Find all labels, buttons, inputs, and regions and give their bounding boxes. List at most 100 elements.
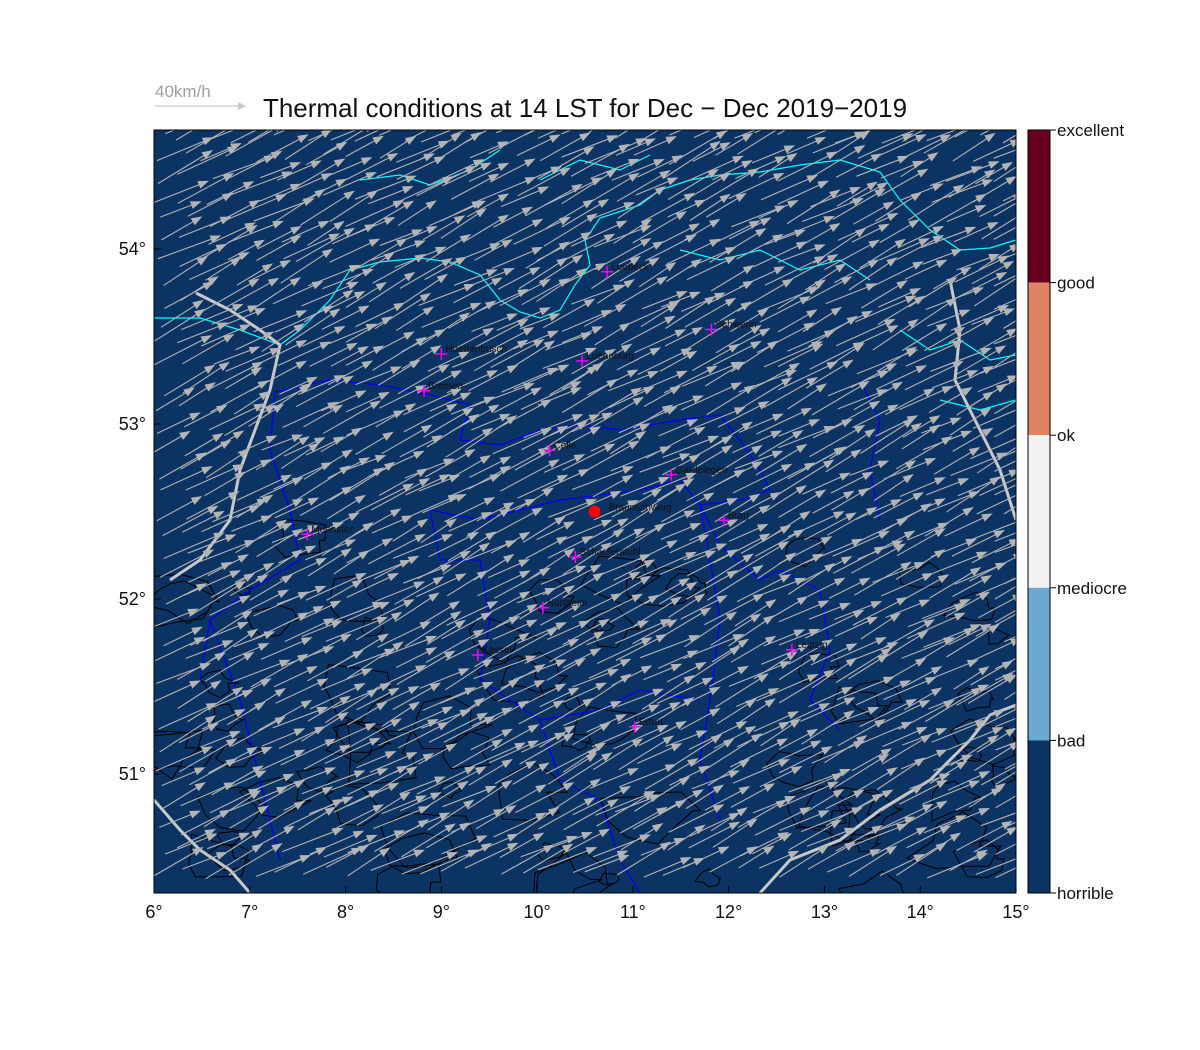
wind-arrow — [260, 638, 310, 660]
wind-arrow-head — [437, 721, 449, 731]
wind-arrow-head — [626, 369, 639, 378]
wind-arrow-head — [207, 722, 219, 732]
wind-arrow — [977, 596, 1016, 619]
wind-arrow-head — [769, 491, 782, 501]
wind-arrow — [1002, 134, 1016, 144]
wind-arrow-head — [354, 494, 367, 504]
wind-arrow — [993, 334, 1016, 345]
wind-arrow — [929, 568, 979, 599]
wind-arrow-head — [549, 134, 561, 143]
wind-arrow — [161, 768, 203, 787]
wind-arrow — [517, 623, 564, 644]
wind-arrow-head — [320, 130, 332, 139]
wind-arrow-head — [615, 220, 628, 229]
wind-arrow-head — [1008, 244, 1016, 253]
wind-arrow-head — [607, 669, 619, 677]
wind-arrow — [536, 269, 584, 302]
wind-arrow-head — [230, 257, 242, 267]
wind-arrow — [177, 174, 231, 204]
wind-arrow-head — [432, 576, 445, 586]
wind-arrow — [303, 745, 348, 770]
wind-arrow — [932, 552, 985, 574]
city-marker-cross — [536, 601, 549, 614]
wind-arrow-head — [332, 522, 344, 530]
wind-arrow-head — [981, 179, 994, 188]
wind-arrow-head — [717, 846, 730, 855]
city-label: Hoettenbusch — [445, 344, 507, 355]
wind-arrow-head — [795, 241, 808, 250]
wind-arrow-head — [332, 827, 344, 836]
wind-arrow-head — [295, 339, 308, 349]
wind-arrow-head — [917, 630, 929, 640]
x-tick-label: 15° — [1002, 902, 1029, 922]
wind-arrow — [299, 487, 350, 516]
wind-arrow-head — [853, 144, 866, 155]
wind-arrow — [993, 351, 1016, 368]
wind-arrow-head — [738, 758, 751, 768]
wind-arrow — [971, 262, 1011, 285]
wind-arrow-head — [308, 442, 320, 453]
wind-arrow — [976, 729, 1014, 753]
wind-arrow-head — [425, 635, 438, 644]
wind-arrow-head — [954, 612, 966, 621]
wind-arrow-head — [592, 572, 605, 582]
wind-arrow-head — [924, 676, 937, 685]
wind-arrow — [596, 638, 650, 664]
wind-arrow — [590, 424, 648, 452]
wind-arrow-head — [637, 620, 650, 629]
city-label: Leipzig — [796, 640, 828, 651]
wind-arrow-head — [215, 243, 228, 253]
wind-arrow — [329, 239, 377, 263]
wind-arrow-head — [428, 592, 440, 602]
wind-arrow-head — [190, 216, 203, 226]
wind-arrow — [732, 760, 787, 784]
wind-arrow-head — [833, 511, 845, 520]
wind-arrow-head — [506, 364, 519, 374]
wind-arrow-head — [576, 420, 588, 430]
wind-arrow-head — [467, 531, 480, 541]
coastline-segment — [679, 249, 871, 281]
wind-arrow — [591, 725, 641, 748]
wind-arrow-head — [323, 618, 335, 627]
wind-arrow-head — [965, 538, 978, 547]
wind-arrow — [813, 146, 863, 177]
wind-arrow — [980, 812, 1016, 827]
wind-arrow — [571, 467, 631, 491]
wind-arrow-head — [671, 155, 684, 164]
wind-arrow-head — [630, 387, 643, 397]
wind-arrow-head — [267, 277, 280, 287]
wind-arrow-head — [458, 312, 471, 322]
wind-arrow — [422, 688, 473, 711]
wind-arrow-head — [675, 483, 687, 493]
wind-arrow-head — [617, 518, 629, 527]
wind-arrow-head — [281, 574, 293, 584]
wind-arrow-head — [675, 211, 687, 221]
wind-arrow-head — [358, 550, 370, 560]
wind-arrow-head — [750, 340, 762, 350]
wind-arrow-head — [405, 175, 417, 184]
wind-arrow — [179, 245, 224, 267]
wind-arrow — [523, 845, 571, 874]
wind-arrow — [713, 534, 768, 564]
wind-arrow — [572, 787, 628, 816]
wind-arrow — [860, 420, 912, 454]
wind-arrow — [902, 130, 925, 142]
wind-arrow-head — [378, 391, 390, 401]
wind-arrow — [299, 635, 349, 662]
wind-arrow — [378, 636, 434, 659]
wind-arrow-head — [253, 403, 265, 412]
wind-arrow-head — [297, 612, 310, 621]
wind-arrow-head — [952, 360, 964, 370]
wind-arrow-head — [567, 638, 580, 648]
contour-line — [572, 706, 637, 746]
city-luebeck: Luebeck — [601, 262, 650, 278]
wind-arrow — [615, 795, 658, 813]
wind-arrow-head — [899, 680, 912, 689]
wind-arrow — [397, 201, 434, 226]
wind-arrow-head — [647, 370, 659, 379]
wind-arrow-head — [501, 779, 513, 790]
wind-arrow-head — [479, 455, 492, 464]
wind-arrow-head — [988, 161, 1000, 169]
wind-arrow — [656, 678, 711, 704]
wind-arrow-head — [817, 180, 830, 189]
